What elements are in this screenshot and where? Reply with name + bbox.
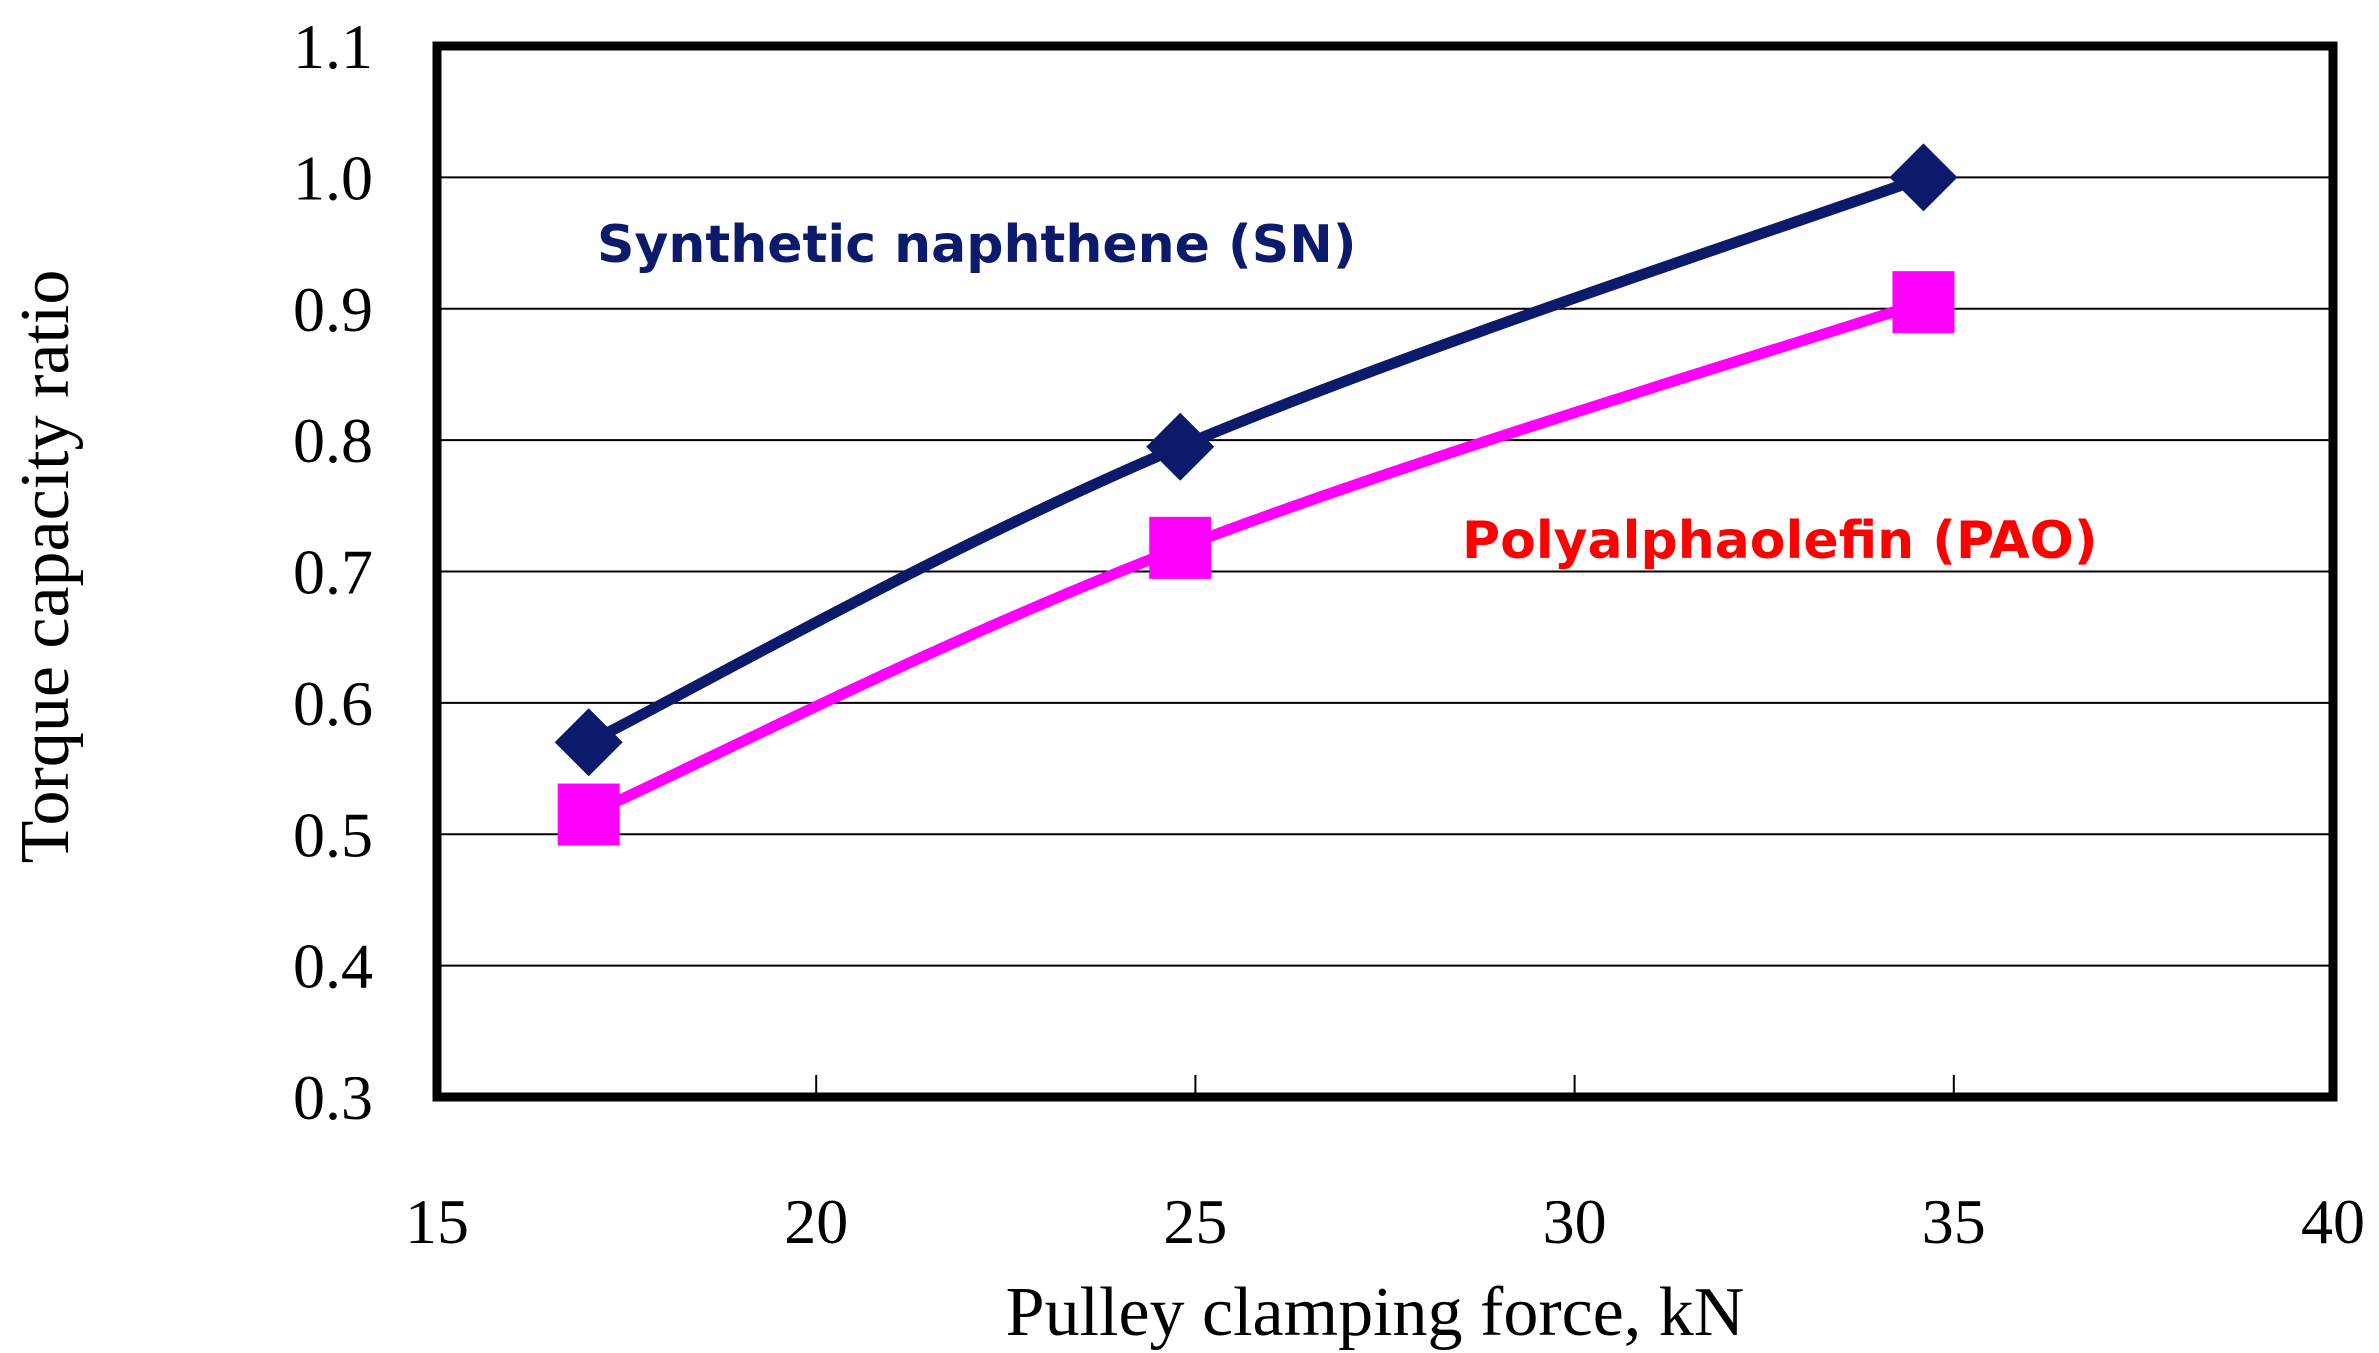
series-label-polyalphaolefin: Polyalphaolefin (PAO): [1462, 511, 2098, 571]
x-tick-label-15: 15: [405, 1186, 469, 1257]
x-tick-label-25: 25: [1163, 1186, 1227, 1257]
y-tick-label-0.3: 0.3: [293, 1062, 373, 1133]
series-0: [554, 143, 1958, 777]
y-tick-label-1.1: 1.1: [293, 11, 373, 82]
series-1: [557, 271, 1955, 846]
data-point-0-1: [1146, 412, 1215, 481]
data-point-1-1: [1149, 516, 1212, 579]
y-tick-label-0.8: 0.8: [293, 405, 373, 476]
x-tick-labels: 15 20 25 30 35 40: [405, 1186, 2365, 1257]
series-layer: [554, 143, 1958, 846]
y-tick-label-0.6: 0.6: [293, 668, 373, 739]
x-tick-label-40: 40: [2301, 1186, 2365, 1257]
x-tick-label-30: 30: [1543, 1186, 1607, 1257]
y-tick-label-0.5: 0.5: [293, 799, 373, 870]
data-point-0-0: [554, 708, 623, 777]
plot-area-frame: [432, 41, 2338, 1102]
y-axis-title: Torque capacity ratio: [7, 270, 84, 864]
y-tick-labels: 0.3 0.4 0.5 0.6 0.7 0.8 0.9 1.0 1.1: [293, 11, 373, 1133]
y-tick-label-0.4: 0.4: [293, 931, 373, 1002]
y-tick-label-1.0: 1.0: [293, 142, 373, 213]
y-tick-label-0.9: 0.9: [293, 274, 373, 345]
x-axis-title: Pulley clamping force, kN: [1006, 1274, 1745, 1351]
data-point-1-0: [557, 783, 620, 846]
data-point-1-2: [1892, 271, 1955, 334]
y-tick-label-0.7: 0.7: [293, 537, 373, 608]
x-tick-label-20: 20: [784, 1186, 848, 1257]
x-tick-label-35: 35: [1922, 1186, 1986, 1257]
data-point-0-2: [1889, 143, 1958, 212]
series-label-synthetic-naphthene: Synthetic naphthene (SN): [597, 215, 1357, 275]
grid-layer: [437, 176, 2333, 967]
